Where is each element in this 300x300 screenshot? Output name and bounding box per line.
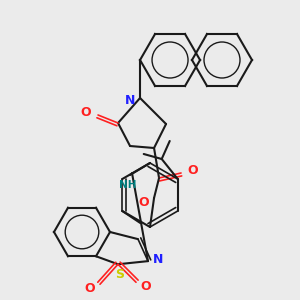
Text: O: O: [81, 106, 92, 119]
Text: S: S: [116, 268, 124, 281]
Text: N: N: [153, 253, 163, 266]
Text: O: O: [141, 280, 151, 293]
Text: N: N: [125, 94, 135, 106]
Text: NH: NH: [119, 180, 137, 190]
Text: O: O: [139, 196, 149, 208]
Text: O: O: [85, 282, 95, 295]
Text: O: O: [188, 164, 198, 178]
